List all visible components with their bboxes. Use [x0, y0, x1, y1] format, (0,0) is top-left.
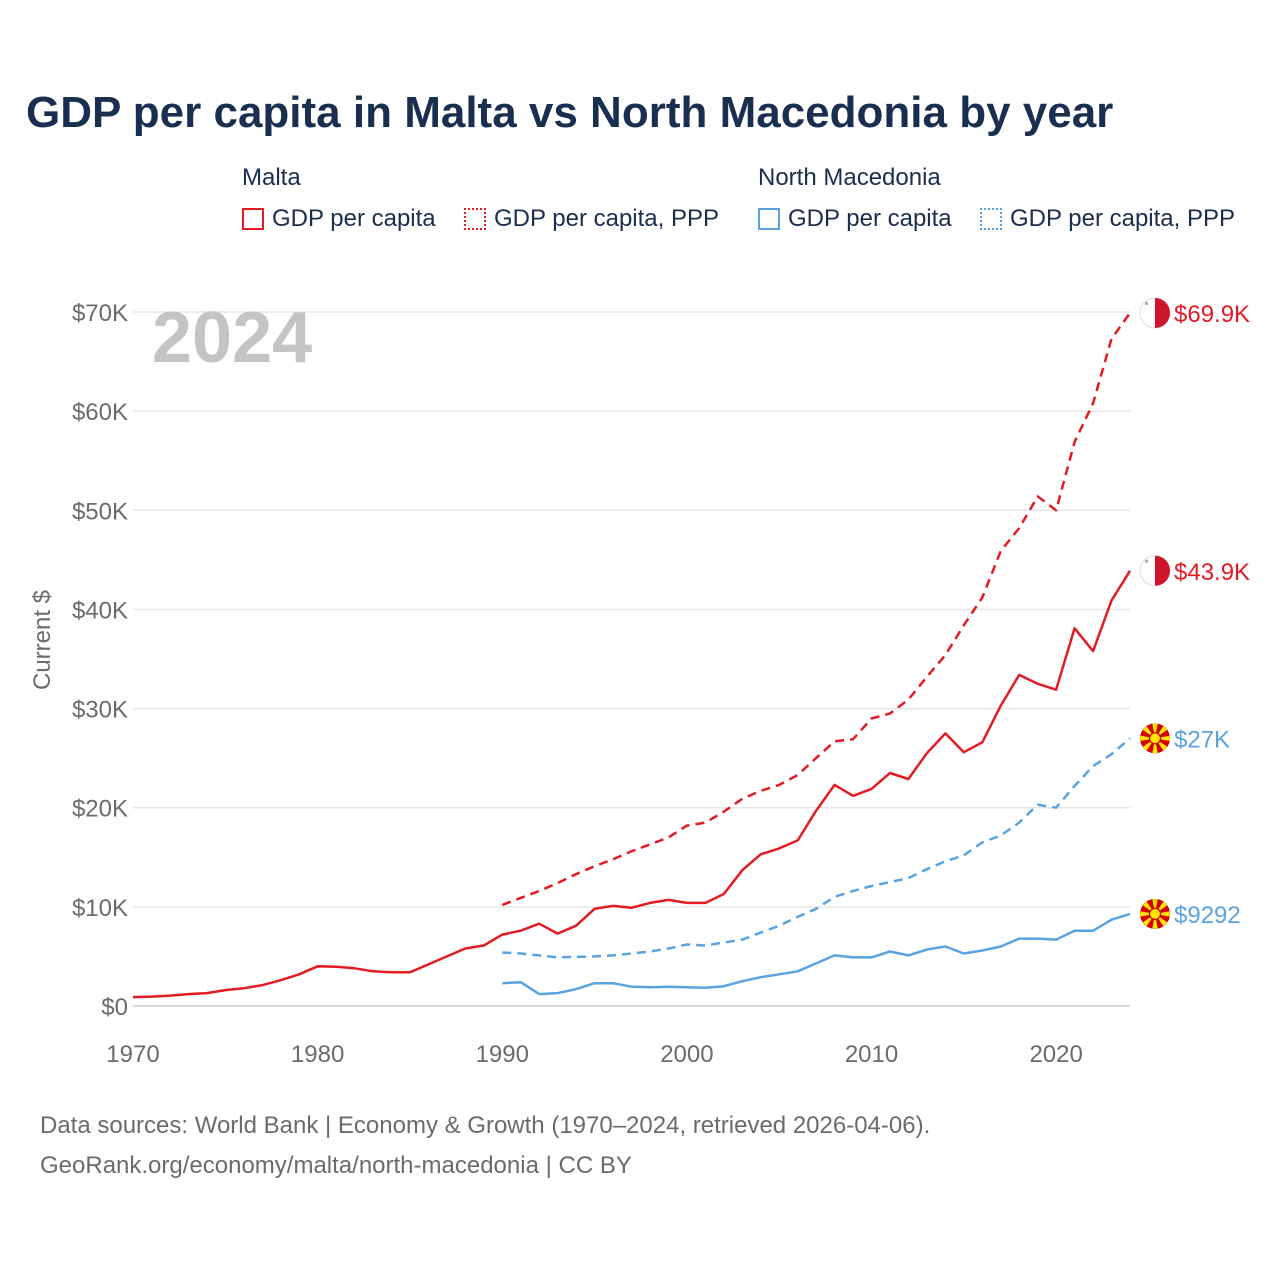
source-line-2[interactable]: GeoRank.org/economy/malta/north-macedoni… [40, 1152, 632, 1179]
y-tick-label: $70K [72, 300, 128, 327]
y-tick-label: $30K [72, 697, 128, 724]
y-axis-label: Current $ [29, 590, 56, 690]
year-watermark: 2024 [152, 298, 312, 378]
y-tick-label: $40K [72, 597, 128, 624]
legend-swatch-solid [758, 208, 780, 230]
source-line-1: Data sources: World Bank | Economy & Gro… [40, 1112, 931, 1139]
chart-title: GDP per capita in Malta vs North Macedon… [26, 88, 1114, 137]
y-axis: $0 $10K $20K $30K $40K $50K $60K $70K [72, 300, 128, 1021]
legend-group-malta: Malta [242, 164, 301, 191]
legend-item-nmk-gdp[interactable]: GDP per capita [758, 205, 952, 233]
series-line-north-macedonia-gdp-per-capita[interactable] [502, 912, 1131, 996]
x-tick-label: 1980 [291, 1041, 344, 1068]
end-value-label: $9292 [1174, 902, 1241, 929]
end-markers: $69.9K $43.9K $27K $9292 [1139, 297, 1250, 929]
x-tick-label: 2010 [845, 1041, 898, 1068]
end-value-label: $69.9K [1174, 301, 1250, 328]
series-line-north-macedonia-gdp-per-capita-ppp[interactable] [502, 737, 1131, 959]
source-note: Data sources: World Bank | Economy & Gro… [40, 1106, 930, 1186]
legend-label: GDP per capita [788, 205, 952, 232]
legend-label: GDP per capita, PPP [494, 205, 719, 232]
malta-flag-icon [1139, 555, 1171, 587]
x-tick-label: 1970 [106, 1041, 159, 1068]
end-value-label: $43.9K [1174, 559, 1250, 586]
legend-swatch-solid [242, 208, 264, 230]
x-tick-label: 1990 [476, 1041, 529, 1068]
x-axis: 1970 1980 1990 2000 2010 2020 [106, 1041, 1083, 1068]
series-line-malta-gdp-per-capita-ppp[interactable] [501, 312, 1132, 907]
x-tick-label: 2020 [1029, 1041, 1082, 1068]
legend-label: GDP per capita [272, 205, 436, 232]
legend-item-nmk-ppp[interactable]: GDP per capita, PPP [980, 205, 1235, 233]
y-tick-label: $20K [72, 796, 128, 823]
series-lines [132, 312, 1132, 999]
gridlines [133, 311, 1130, 1007]
y-tick-label: $0 [101, 994, 128, 1021]
end-value-label: $27K [1174, 726, 1230, 753]
legend-item-malta-ppp[interactable]: GDP per capita, PPP [464, 205, 719, 233]
legend-item-malta-gdp[interactable]: GDP per capita [242, 205, 436, 233]
y-tick-label: $50K [72, 498, 128, 525]
north-macedonia-flag-icon [1140, 898, 1170, 929]
north-macedonia-flag-icon [1140, 723, 1170, 754]
legend-swatch-dotted [980, 208, 1002, 230]
malta-flag-icon [1139, 297, 1171, 329]
legend-group-north-macedonia: North Macedonia [758, 164, 941, 191]
y-tick-label: $10K [72, 895, 128, 922]
x-tick-label: 2000 [660, 1041, 713, 1068]
legend-swatch-dotted [464, 208, 486, 230]
legend-label: GDP per capita, PPP [1010, 205, 1235, 232]
series-line-malta-gdp-per-capita[interactable] [132, 570, 1132, 999]
y-tick-label: $60K [72, 399, 128, 426]
